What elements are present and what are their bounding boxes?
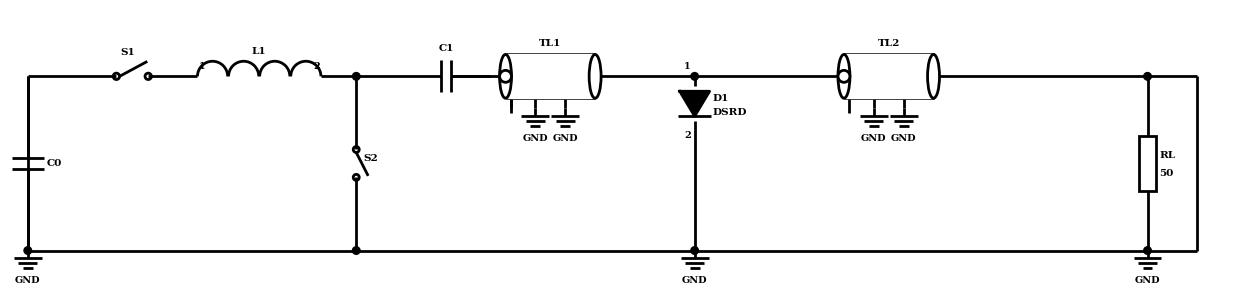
Text: GND: GND bbox=[553, 133, 578, 143]
Text: GND: GND bbox=[15, 276, 41, 285]
Circle shape bbox=[24, 247, 31, 254]
Text: GND: GND bbox=[522, 133, 548, 143]
Ellipse shape bbox=[838, 54, 849, 98]
Text: TL2: TL2 bbox=[878, 39, 900, 49]
Circle shape bbox=[691, 247, 698, 254]
Text: 2: 2 bbox=[684, 131, 691, 140]
Circle shape bbox=[500, 70, 512, 82]
Circle shape bbox=[352, 73, 360, 80]
Text: 1: 1 bbox=[684, 62, 691, 71]
Bar bbox=[844, 54, 934, 98]
Text: S2: S2 bbox=[363, 154, 378, 163]
Ellipse shape bbox=[589, 54, 601, 98]
Circle shape bbox=[352, 247, 360, 254]
Bar bbox=[1140, 136, 1156, 191]
Text: 2: 2 bbox=[312, 62, 320, 71]
Text: D1: D1 bbox=[713, 94, 729, 103]
Polygon shape bbox=[680, 91, 709, 116]
Text: C0: C0 bbox=[47, 159, 62, 168]
Circle shape bbox=[1143, 247, 1151, 254]
Text: TL1: TL1 bbox=[539, 39, 562, 49]
Text: GND: GND bbox=[861, 133, 887, 143]
Bar bbox=[506, 54, 595, 98]
Ellipse shape bbox=[500, 54, 512, 98]
Circle shape bbox=[1143, 73, 1151, 80]
Circle shape bbox=[838, 70, 849, 82]
Text: 50: 50 bbox=[1159, 169, 1174, 178]
Text: DSRD: DSRD bbox=[713, 108, 746, 117]
Text: RL: RL bbox=[1159, 151, 1176, 160]
Text: L1: L1 bbox=[252, 47, 267, 57]
Text: GND: GND bbox=[1135, 276, 1161, 285]
Text: GND: GND bbox=[682, 276, 707, 285]
Text: C1: C1 bbox=[438, 44, 454, 54]
Ellipse shape bbox=[928, 54, 940, 98]
Text: 1: 1 bbox=[198, 62, 206, 71]
Text: GND: GND bbox=[890, 133, 916, 143]
Text: S1: S1 bbox=[120, 49, 135, 57]
Circle shape bbox=[691, 73, 698, 80]
